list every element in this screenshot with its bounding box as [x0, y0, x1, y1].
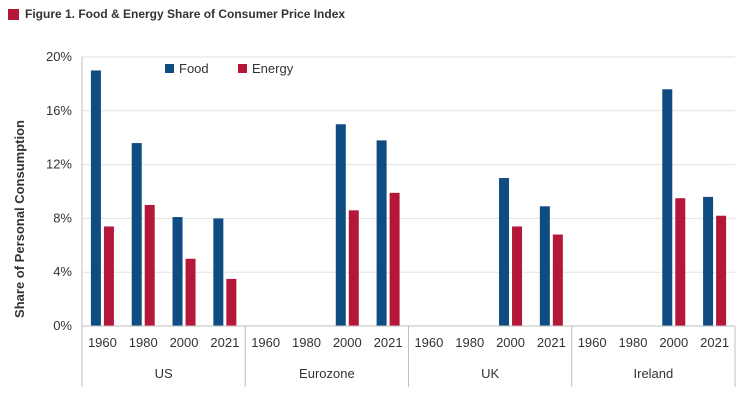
bar-food	[662, 89, 673, 326]
y-tick-label: 0%	[53, 318, 72, 333]
bar-food	[376, 140, 387, 326]
x-tick-label: 1980	[455, 335, 484, 350]
axis-labels: 0% 4% 8% 12% 16% 20% 1960 1980 2000 2021 US 1960 198…	[46, 49, 729, 381]
x-tick-label: 2000	[496, 335, 525, 350]
bar-food	[703, 196, 714, 326]
group-label: US	[155, 366, 173, 381]
y-axis-title: Share of Personal Consumption	[12, 120, 27, 318]
y-tick-label: 16%	[46, 103, 72, 118]
y-tick-label: 12%	[46, 157, 72, 172]
bar-energy	[716, 215, 727, 326]
x-tick-label: 1980	[619, 335, 648, 350]
y-tick-label: 4%	[53, 264, 72, 279]
bar-energy	[103, 226, 114, 326]
x-tick-label: 2021	[210, 335, 239, 350]
legend-label: Energy	[252, 61, 294, 76]
bar-energy	[552, 234, 563, 326]
bar-energy	[512, 226, 523, 326]
bar-energy	[144, 204, 155, 326]
bars	[90, 70, 727, 326]
y-tick-label: 20%	[46, 49, 72, 64]
x-tick-label: 1960	[88, 335, 117, 350]
bar-food	[172, 217, 183, 326]
figure-title-text: Figure 1. Food & Energy Share of Consume…	[25, 7, 346, 21]
x-tick-label: 1960	[578, 335, 607, 350]
bar-energy	[226, 278, 237, 326]
title-marker	[8, 8, 19, 20]
bar-food	[131, 143, 142, 326]
x-tick-label: 2000	[170, 335, 199, 350]
legend: Food Energy	[165, 61, 294, 76]
bar-food	[539, 206, 550, 326]
group-label: UK	[481, 366, 499, 381]
legend-swatch	[238, 64, 247, 73]
group-label: Ireland	[634, 366, 674, 381]
group-label: Eurozone	[299, 366, 355, 381]
x-tick-label: 2021	[537, 335, 566, 350]
bar-energy	[675, 198, 686, 326]
bar-energy	[185, 258, 196, 326]
figure-title: Figure 1. Food & Energy Share of Consume…	[8, 6, 345, 22]
bar-food	[335, 124, 346, 326]
x-tick-label: 1960	[414, 335, 443, 350]
bar-energy	[389, 192, 400, 326]
x-tick-label: 2000	[333, 335, 362, 350]
legend-label: Food	[179, 61, 209, 76]
bar-food	[90, 70, 101, 326]
axes	[81, 57, 736, 387]
x-tick-label: 1960	[251, 335, 280, 350]
x-tick-label: 2021	[700, 335, 729, 350]
bar-energy	[348, 210, 359, 326]
bar-food	[213, 218, 224, 326]
x-tick-label: 1980	[292, 335, 321, 350]
legend-swatch	[165, 64, 174, 73]
bar-food	[499, 178, 510, 326]
x-tick-label: 2000	[659, 335, 688, 350]
x-tick-label: 2021	[374, 335, 403, 350]
y-tick-label: 8%	[53, 210, 72, 225]
x-tick-label: 1980	[129, 335, 158, 350]
